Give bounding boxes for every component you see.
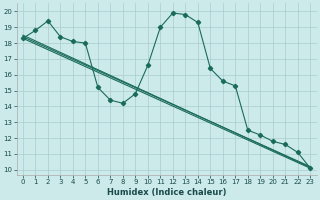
- X-axis label: Humidex (Indice chaleur): Humidex (Indice chaleur): [107, 188, 226, 197]
